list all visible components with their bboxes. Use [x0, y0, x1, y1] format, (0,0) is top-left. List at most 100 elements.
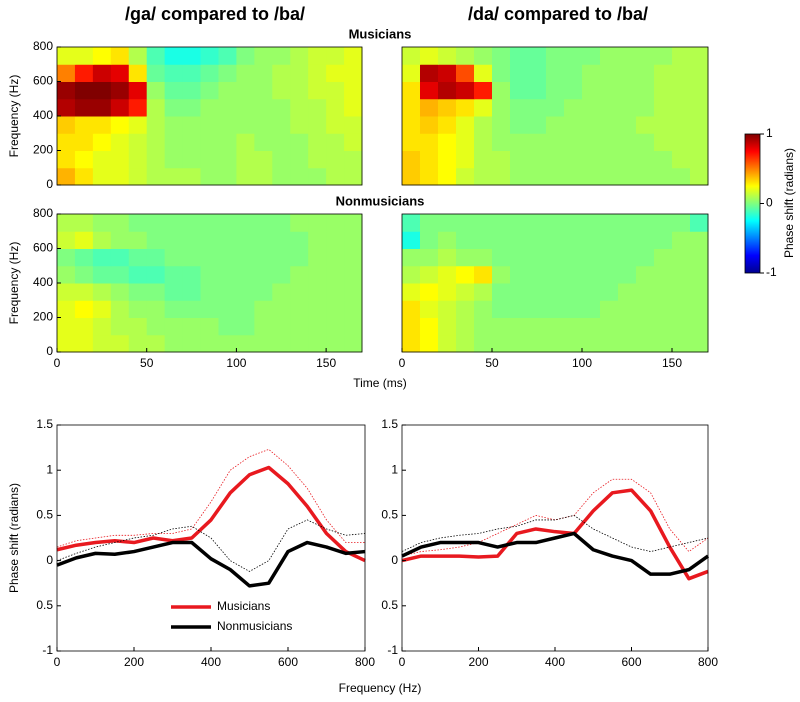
heatmap-cell — [92, 265, 112, 284]
x-tick-label: 200 — [468, 655, 488, 669]
heatmap-cell — [74, 283, 94, 301]
heatmap-cell — [600, 81, 619, 100]
heatmap-cell — [402, 231, 421, 249]
colorbar-label: Phase shift (radians) — [782, 148, 796, 258]
heatmap-cell — [636, 150, 655, 169]
heatmap-cell — [528, 231, 547, 249]
heatmap-cell — [74, 265, 94, 284]
heatmap-cell — [254, 81, 273, 100]
heatmap-cell — [308, 265, 327, 284]
heatmap-cell — [164, 150, 184, 169]
heatmap-cell — [236, 317, 255, 336]
heatmap-cell — [636, 133, 655, 151]
heatmap-cell — [456, 317, 475, 336]
heatmap-cell — [510, 248, 529, 267]
series-line — [401, 488, 709, 581]
heatmap-cell — [456, 231, 475, 249]
heatmap-cell — [57, 317, 76, 336]
heatmap-cell — [510, 98, 529, 117]
heatmap-cell — [272, 248, 291, 267]
heatmap-cell — [128, 214, 148, 232]
heatmap-cell — [528, 47, 547, 65]
heatmap-cell — [510, 47, 529, 65]
x-tick-label: 0 — [54, 655, 61, 669]
heatmap-cell — [290, 116, 309, 134]
colorbar-tick-label: 1 — [766, 126, 773, 140]
heatmap-cell — [164, 64, 184, 82]
heatmap-cell — [474, 248, 493, 267]
heatmap-cell — [618, 150, 637, 169]
heatmap-cell — [200, 150, 219, 169]
heatmap-cell — [326, 133, 345, 151]
heatmap-cell — [326, 317, 345, 336]
heatmap-cell — [564, 300, 583, 318]
heatmap-cell — [146, 300, 166, 318]
heatmap-cell — [546, 47, 565, 65]
series-line — [56, 465, 366, 563]
heatmap-cell — [600, 167, 619, 186]
heatmap-cell — [200, 133, 219, 151]
heatmap-cell — [456, 64, 475, 82]
heatmap-cell — [510, 150, 529, 169]
heatmap-cell — [74, 231, 94, 249]
heatmap-cell — [164, 231, 184, 249]
heatmap-cell — [326, 116, 345, 134]
heatmap-cell — [110, 231, 130, 249]
heatmap-cell — [146, 81, 166, 100]
heatmap-cell — [528, 133, 547, 151]
heatmap-cell — [672, 150, 691, 169]
heatmap-cell — [164, 116, 184, 134]
heatmap-cell — [218, 248, 237, 267]
heatmap-cell — [492, 64, 511, 82]
heatmap-cell — [57, 283, 76, 301]
heatmap-cell — [218, 300, 237, 318]
heatmap-cell — [218, 98, 237, 117]
row-label: Musicians — [349, 26, 412, 41]
heatmap-cell — [600, 64, 619, 82]
heatmap-cell — [420, 47, 439, 65]
heatmap-cell — [164, 47, 184, 65]
heatmap-cell — [57, 47, 76, 65]
heatmap-cell — [182, 167, 202, 186]
heatmap-cell — [510, 214, 529, 232]
heatmap-cell — [654, 334, 673, 353]
heatmap-cell — [272, 300, 291, 318]
heatmap-cell — [92, 231, 112, 249]
heatmap-cell — [308, 47, 327, 65]
heatmap-cell — [218, 214, 237, 232]
heatmap-cell — [600, 300, 619, 318]
colorbar-tick-label: 0 — [766, 196, 773, 210]
y-tick-label: 0.5 — [381, 508, 398, 522]
heatmap-cell — [582, 116, 601, 134]
y-axis-label: Frequency (Hz) — [7, 75, 21, 158]
heatmap-cell — [308, 283, 327, 301]
heatmap-cell — [492, 214, 511, 232]
heatmap-cell — [654, 300, 673, 318]
heatmap-cell — [326, 64, 345, 82]
heatmap-cell — [344, 167, 363, 186]
heatmap-cell — [564, 133, 583, 151]
heatmap-cell — [618, 98, 637, 117]
heatmap-cell — [308, 81, 327, 100]
heatmap-cell — [600, 231, 619, 249]
heatmap-cell — [492, 81, 511, 100]
heatmap-cell — [438, 248, 457, 267]
y-tick-label: 200 — [33, 310, 53, 324]
heatmap-cell — [438, 150, 457, 169]
heatmap-cell — [582, 214, 601, 232]
heatmap-cell — [474, 81, 493, 100]
heatmap-cell — [218, 317, 237, 336]
plot-frame — [401, 424, 709, 652]
heatmap-cell — [690, 283, 709, 301]
heatmap-cell — [164, 248, 184, 267]
heatmap-cell — [200, 300, 219, 318]
heatmap-cell — [438, 47, 457, 65]
heatmap-cell — [74, 116, 94, 134]
heatmap-cell — [92, 133, 112, 151]
heatmap-cell — [57, 133, 76, 151]
heatmap-cell — [438, 231, 457, 249]
x-axis-label: Frequency (Hz) — [339, 681, 422, 695]
heatmap-cell — [326, 265, 345, 284]
heatmap-cell — [290, 47, 309, 65]
